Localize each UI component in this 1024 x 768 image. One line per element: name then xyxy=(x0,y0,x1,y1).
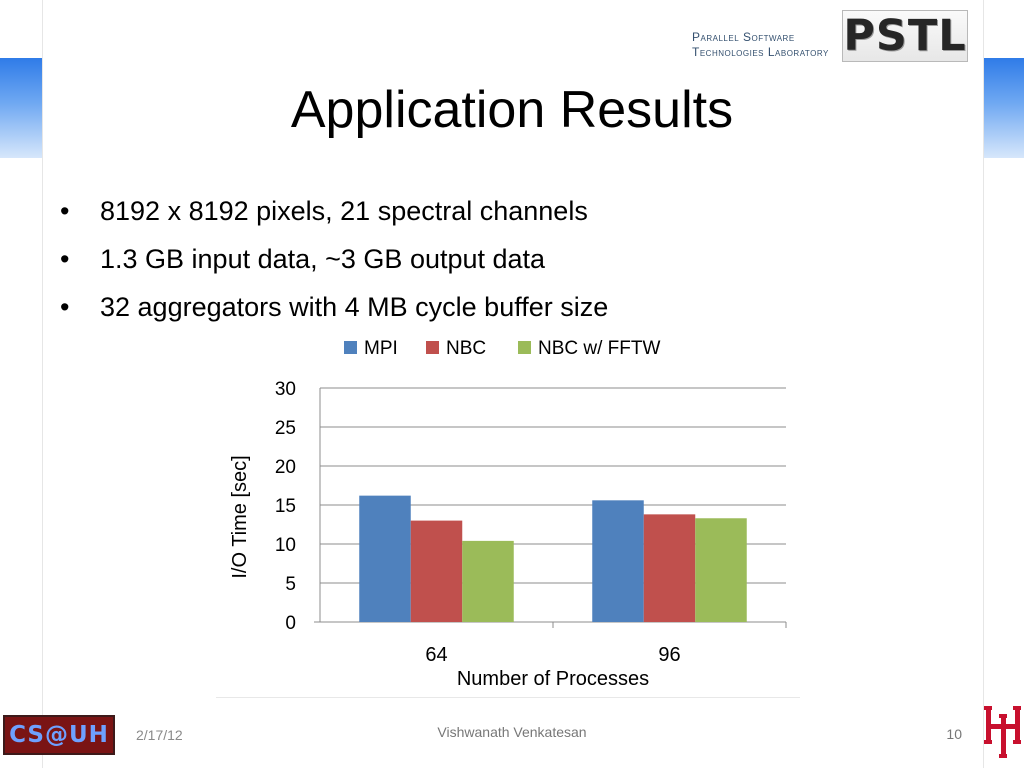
x-tick-label: 64 xyxy=(425,644,447,666)
slide-canvas xyxy=(42,0,984,768)
bar-mpi-64 xyxy=(359,495,411,622)
footer-author: Vishwanath Venkatesan xyxy=(437,724,587,740)
legend-swatch xyxy=(344,341,357,354)
cs-uh-logo-text: CS@UH xyxy=(9,722,109,748)
bullet-text: 1.3 GB input data, ~3 GB output data xyxy=(100,244,546,274)
pstl-logo: PSTL xyxy=(842,10,968,62)
bullet-item: • 32 aggregators with 4 MB cycle buffer s… xyxy=(60,283,608,331)
x-tick-label: 96 xyxy=(658,644,680,666)
bar-nbc-w-fftw-64 xyxy=(462,540,514,622)
y-tick-label: 20 xyxy=(275,457,296,478)
footer-date: 2/17/12 xyxy=(136,727,183,743)
page-number: 10 xyxy=(946,726,962,742)
bar-nbc-w-fftw-96 xyxy=(695,518,747,622)
lab-name: Parallel Software Technologies Laborator… xyxy=(692,30,829,60)
bullet-text: 32 aggregators with 4 MB cycle buffer si… xyxy=(100,292,609,322)
bullet-list: • 8192 x 8192 pixels, 21 spectral channel… xyxy=(60,187,608,331)
cs-uh-logo: CS@UH xyxy=(3,715,115,755)
y-tick-label: 10 xyxy=(275,535,296,556)
bullet-item: • 8192 x 8192 pixels, 21 spectral channel… xyxy=(60,187,608,235)
uh-logo-icon xyxy=(984,706,1021,758)
bar-mpi-96 xyxy=(592,500,644,622)
y-axis-label: I/O Time [sec] xyxy=(229,455,251,578)
legend-swatch xyxy=(426,341,439,354)
y-tick-label: 5 xyxy=(285,574,296,595)
pstl-logo-text: PSTL xyxy=(843,11,967,61)
y-tick-label: 0 xyxy=(285,613,296,634)
left-blue-band xyxy=(0,58,48,158)
lab-name-line1: Parallel Software xyxy=(692,30,795,44)
bullet-item: • 1.3 GB input data, ~3 GB output data xyxy=(60,235,608,283)
bullet-glyph: • xyxy=(60,292,70,322)
legend-label: NBC xyxy=(446,338,486,359)
footer-divider xyxy=(216,697,800,698)
right-blue-band xyxy=(976,58,1024,158)
bullet-glyph: • xyxy=(60,196,70,226)
legend-label: MPI xyxy=(364,338,398,359)
x-axis-label: Number of Processes xyxy=(457,668,649,690)
y-tick-label: 30 xyxy=(275,379,296,400)
slide-title: Application Results xyxy=(290,81,734,139)
legend-swatch xyxy=(518,341,531,354)
bar-nbc-96 xyxy=(643,514,696,622)
bullet-glyph: • xyxy=(60,244,70,274)
legend-label: NBC w/ FFTW xyxy=(538,338,660,359)
y-tick-label: 25 xyxy=(275,418,296,439)
bar-nbc-64 xyxy=(410,520,463,622)
y-tick-label: 15 xyxy=(275,496,296,517)
bullet-text: 8192 x 8192 pixels, 21 spectral channels xyxy=(100,196,588,226)
io-time-bar-chart: 0 5 10 15 20 25 30 64 96 Number of Processes I/O T… xyxy=(229,338,787,690)
lab-name-line2: Technologies Laboratory xyxy=(692,45,829,59)
